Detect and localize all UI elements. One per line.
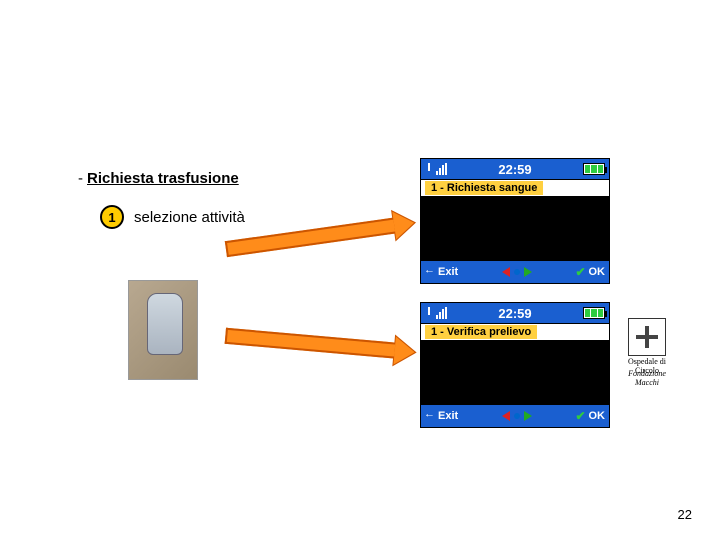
heading-text: Richiesta trasfusione [87,170,239,187]
screen-content-area [421,341,609,405]
antenna-icon [425,307,433,319]
hospital-logo-icon [628,318,666,356]
bottom-bar: Exit ✔ OK [421,405,609,427]
exit-button[interactable]: Exit [425,266,458,278]
menu-item-selected[interactable]: 1 - Richiesta sangue [425,181,543,195]
heading-dash: - [78,170,83,187]
menu-strip: 1 - Richiesta sangue [421,179,609,197]
battery-icon [583,307,605,319]
arrow-to-screen-1 [224,209,416,263]
status-bar: 22:59 [421,159,609,179]
step-row: 1 selezione attività [100,205,245,229]
arrow-to-screen-2 [224,322,416,366]
step-number-badge: 1 [100,205,124,229]
hospital-logo: Ospedale di Circolo [618,318,676,376]
page-number: 22 [678,507,692,522]
foundation-logo: Fondazione Macchi [618,370,676,388]
ok-label: OK [589,410,606,422]
slide: -Richiesta trasfusione 1 selezione attiv… [0,0,720,540]
signal-bars-icon [436,307,447,319]
antenna-icon [425,163,433,175]
handheld-device-photo [128,280,198,380]
nav-right-icon [524,411,532,421]
nav-left-icon [502,411,510,421]
signal-indicator [425,163,447,175]
cross-icon [636,326,658,348]
exit-label: Exit [438,266,458,278]
bottom-bar: Exit ✔ OK [421,261,609,283]
check-icon: ✔ [575,409,585,423]
nav-dot-icon [514,413,520,419]
nav-dot-icon [514,269,520,275]
clock: 22:59 [498,306,531,321]
nav-icons[interactable] [502,411,532,421]
menu-item-selected[interactable]: 1 - Verifica prelievo [425,325,537,339]
nav-right-icon [524,267,532,277]
exit-label: Exit [438,410,458,422]
status-bar: 22:59 [421,303,609,323]
ok-label: OK [589,266,606,278]
clock: 22:59 [498,162,531,177]
battery-icon [583,163,605,175]
ok-button[interactable]: ✔ OK [575,409,605,423]
signal-indicator [425,307,447,319]
ok-button[interactable]: ✔ OK [575,265,605,279]
signal-bars-icon [436,163,447,175]
foundation-label-2: Macchi [618,379,676,388]
exit-icon [425,267,435,277]
device-screen-2: 22:59 1 - Verifica prelievo Exit ✔ OK [420,302,610,428]
menu-strip: 1 - Verifica prelievo [421,323,609,341]
check-icon: ✔ [575,265,585,279]
step-number: 1 [108,210,115,225]
screen-content-area [421,197,609,261]
step-label: selezione attività [134,209,245,226]
nav-icons[interactable] [502,267,532,277]
nav-left-icon [502,267,510,277]
heading: -Richiesta trasfusione [78,170,239,187]
exit-icon [425,411,435,421]
exit-button[interactable]: Exit [425,410,458,422]
device-screen-1: 22:59 1 - Richiesta sangue Exit ✔ OK [420,158,610,284]
